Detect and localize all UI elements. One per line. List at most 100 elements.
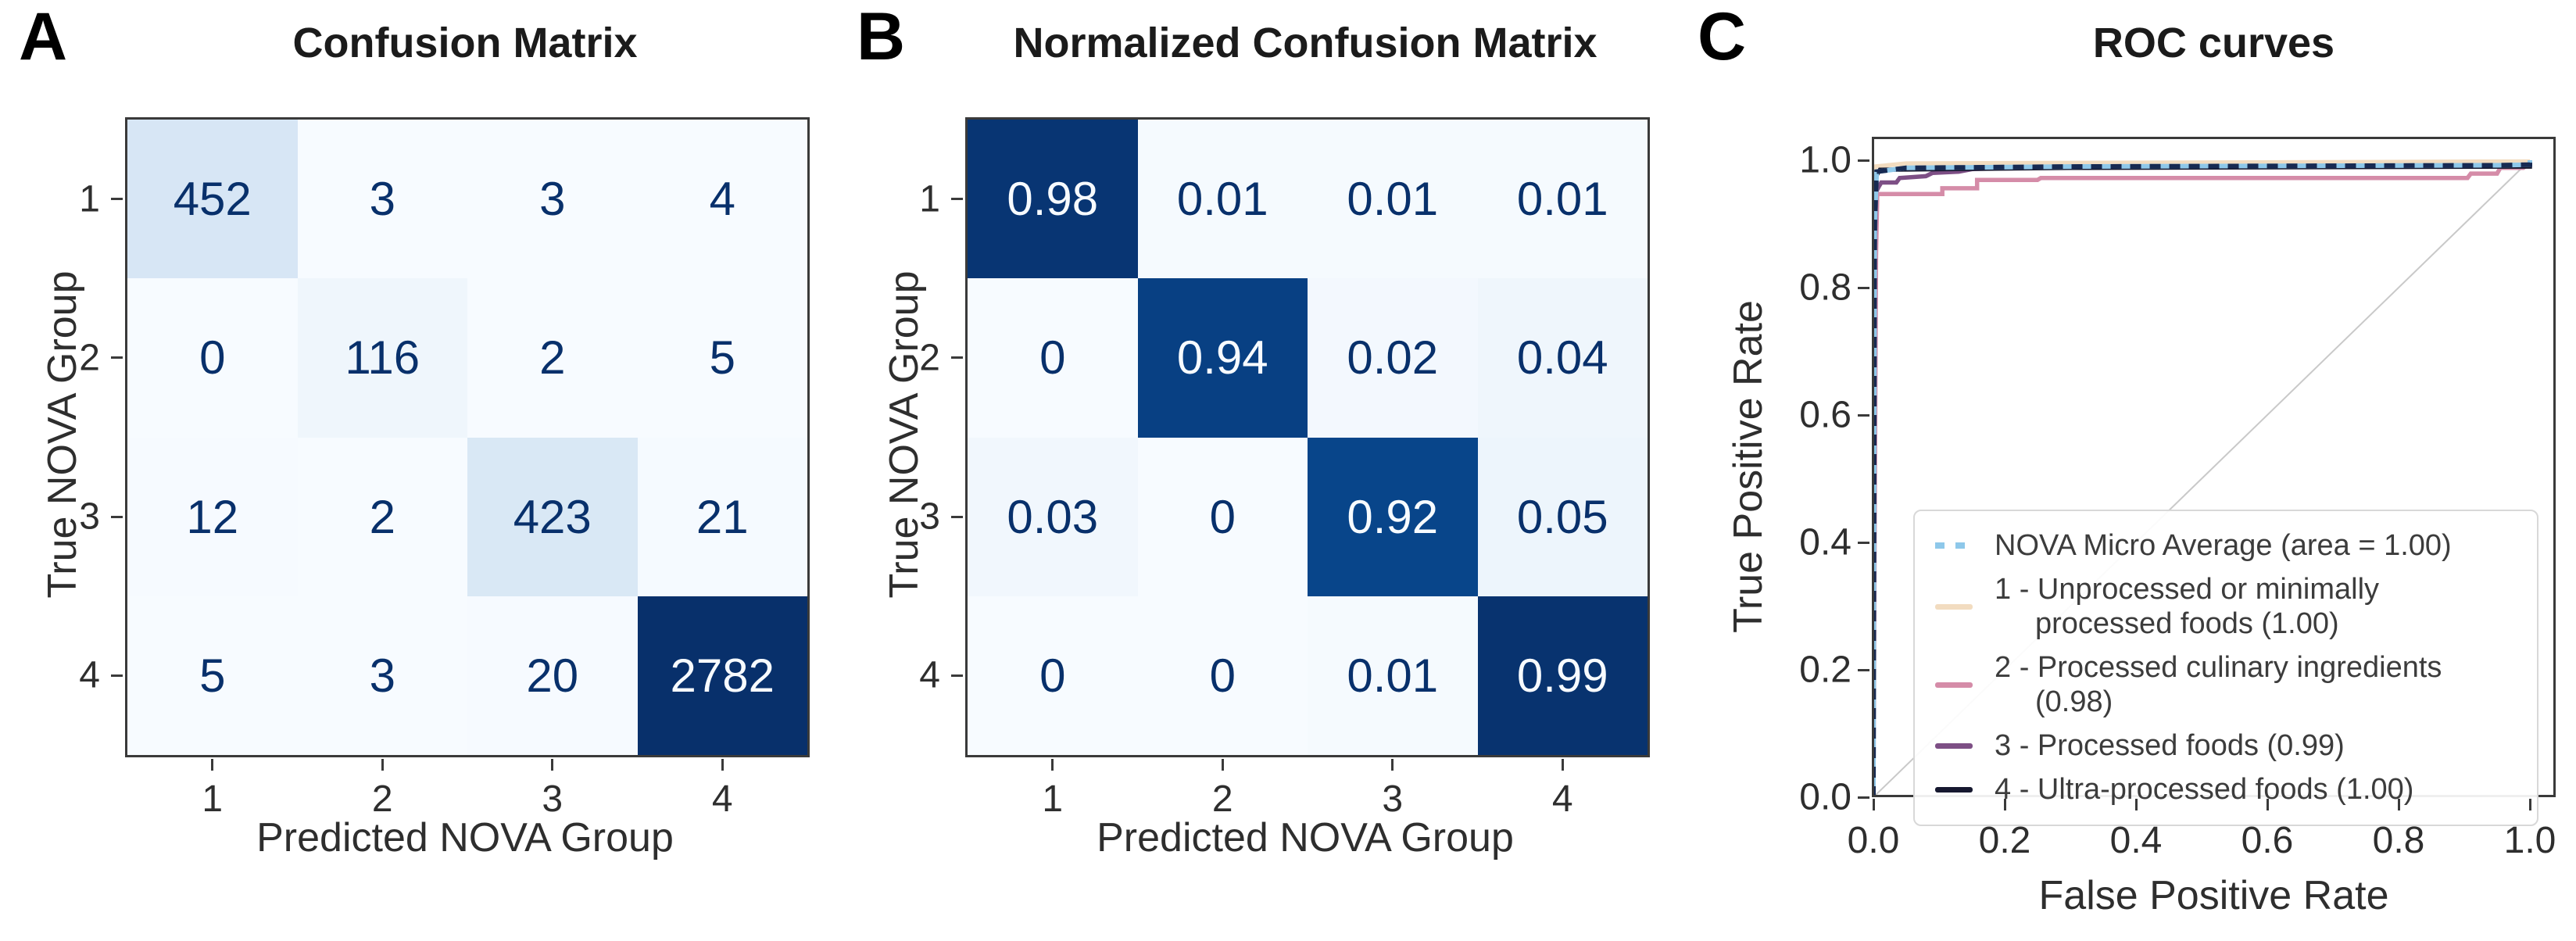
heatmap-cell-value: 116 bbox=[345, 331, 420, 385]
tick-mark bbox=[1051, 759, 1054, 771]
roc-y-tick-label: 0.0 bbox=[1799, 776, 1852, 818]
roc-y-tick-label: 0.4 bbox=[1799, 521, 1852, 564]
panel-c-xlabel: False Positive Rate bbox=[2038, 873, 2389, 918]
tick-mark bbox=[111, 515, 123, 518]
heatmap-cell: 423 bbox=[467, 437, 638, 596]
tick-mark bbox=[2134, 799, 2138, 810]
tick-mark bbox=[2528, 799, 2531, 810]
heatmap-cell: 0.02 bbox=[1308, 278, 1478, 438]
tick-mark bbox=[1858, 796, 1869, 799]
class-1-line-swatch bbox=[1935, 603, 1973, 610]
panel-b-xlabel: Predicted NOVA Group bbox=[1097, 815, 1514, 860]
confusion-matrix-heatmap: 452 3 3 4 0 116 2 5 12 2 423 21 5 3 20 2782 bbox=[125, 117, 810, 757]
x-tick-label: 2 bbox=[371, 778, 393, 820]
x-tick-label: 3 bbox=[542, 778, 564, 820]
heatmap-cell: 12 bbox=[127, 437, 298, 596]
y-tick-label: 1 bbox=[79, 178, 100, 220]
heatmap-cell: 2 bbox=[467, 278, 638, 438]
legend-item-class-3: 3 - Processed foods (0.99) bbox=[1935, 728, 2517, 763]
x-tick-label: 1 bbox=[202, 778, 224, 820]
heatmap-cell-value: 0.01 bbox=[1347, 649, 1439, 702]
heatmap-cell: 3 bbox=[297, 596, 467, 755]
heatmap-cell-value: 21 bbox=[696, 490, 749, 543]
heatmap-cell: 3 bbox=[467, 120, 638, 279]
y-tick-label: 2 bbox=[79, 337, 100, 379]
y-tick-label: 3 bbox=[79, 496, 100, 538]
x-tick-label: 2 bbox=[1211, 778, 1233, 820]
heatmap-cell: 4 bbox=[637, 120, 807, 279]
legend-item-class-2: 2 - Processed culinary ingredients (0.98… bbox=[1935, 650, 2517, 719]
x-tick-label: 4 bbox=[1551, 778, 1573, 820]
roc-plot bbox=[1872, 137, 2556, 797]
roc-y-tick-label: 0.2 bbox=[1799, 649, 1852, 691]
heatmap-cell-value: 0.92 bbox=[1347, 490, 1439, 543]
tick-mark bbox=[1858, 286, 1869, 289]
heatmap-cell: 0.01 bbox=[1137, 120, 1308, 279]
tick-mark bbox=[1858, 413, 1869, 417]
roc-y-tick-label: 0.6 bbox=[1799, 394, 1852, 436]
heatmap-cell: 0.04 bbox=[1477, 278, 1648, 438]
tick-mark bbox=[381, 759, 384, 771]
legend-item-class-4: 4 - Ultra-processed foods (1.00) bbox=[1935, 772, 2517, 807]
tick-mark bbox=[111, 198, 123, 201]
legend-label: 4 - Ultra-processed foods (1.00) bbox=[1995, 773, 2414, 807]
heatmap-cell-value: 0.98 bbox=[1007, 173, 1099, 226]
tick-mark bbox=[721, 759, 724, 771]
legend-item-class-1: 1 - Unprocessed or minimally processed f… bbox=[1935, 572, 2517, 641]
heatmap-cell-value: 0 bbox=[1039, 331, 1066, 385]
panel-a-letter: A bbox=[19, 0, 68, 74]
heatmap-cell: 5 bbox=[127, 596, 298, 755]
x-tick-label: 4 bbox=[711, 778, 733, 820]
y-tick-label: 4 bbox=[79, 654, 100, 696]
heatmap-cell-value: 3 bbox=[539, 173, 566, 226]
heatmap-cell: 21 bbox=[637, 437, 807, 596]
tick-mark bbox=[951, 198, 963, 201]
heatmap-cell-value: 0.01 bbox=[1516, 173, 1608, 226]
y-tick-label: 2 bbox=[919, 337, 940, 379]
roc-x-tick-label: 0.2 bbox=[1978, 820, 2031, 861]
heatmap-cell: 0.01 bbox=[1308, 120, 1478, 279]
tick-mark bbox=[2397, 799, 2400, 810]
heatmap-cell-value: 0.04 bbox=[1516, 331, 1608, 385]
heatmap-cell: 0.99 bbox=[1477, 596, 1648, 755]
heatmap-cell-value: 0.94 bbox=[1176, 331, 1268, 385]
y-tick-label: 1 bbox=[919, 178, 940, 220]
roc-x-tick-label: 0.0 bbox=[1847, 820, 1900, 861]
heatmap-cell-value: 12 bbox=[186, 490, 239, 543]
heatmap-cell: 0.01 bbox=[1308, 596, 1478, 755]
heatmap-cell-value: 2 bbox=[539, 331, 566, 385]
roc-legend: NOVA Micro Average (area = 1.00) 1 - Unp… bbox=[1913, 510, 2538, 826]
roc-x-tick-label: 0.6 bbox=[2241, 820, 2294, 861]
heatmap-cell: 3 bbox=[297, 120, 467, 279]
heatmap-cell: 20 bbox=[467, 596, 638, 755]
heatmap-cell-value: 2 bbox=[369, 490, 395, 543]
panel-b-title: Normalized Confusion Matrix bbox=[1013, 20, 1597, 66]
x-tick-label: 1 bbox=[1042, 778, 1064, 820]
micro-average-line-swatch bbox=[1935, 542, 1973, 549]
heatmap-cell-value: 452 bbox=[173, 173, 252, 226]
heatmap-cell-value: 0.05 bbox=[1516, 490, 1608, 543]
class-2-line-swatch bbox=[1935, 682, 1973, 688]
heatmap-cell: 5 bbox=[637, 278, 807, 438]
tick-mark bbox=[951, 515, 963, 518]
heatmap-cell-value: 423 bbox=[513, 490, 592, 543]
heatmap-cell-value: 0 bbox=[1209, 490, 1236, 543]
heatmap-cell-value: 0.02 bbox=[1347, 331, 1439, 385]
panel-c-title: ROC curves bbox=[2092, 20, 2335, 66]
panel-c-ylabel: True Positive Rate bbox=[1726, 300, 1771, 633]
heatmap-cell-value: 0.01 bbox=[1176, 173, 1268, 226]
heatmap-cell: 0 bbox=[968, 278, 1138, 438]
y-tick-label: 3 bbox=[919, 496, 940, 538]
heatmap-cell: 116 bbox=[297, 278, 467, 438]
class-4-line-swatch bbox=[1935, 787, 1973, 793]
heatmap-cell-value: 4 bbox=[709, 173, 735, 226]
heatmap-cell-value: 0.03 bbox=[1007, 490, 1099, 543]
heatmap-cell: 452 bbox=[127, 120, 298, 279]
legend-label: 3 - Processed foods (0.99) bbox=[1995, 729, 2345, 763]
tick-mark bbox=[1858, 668, 1869, 671]
heatmap-cell-value: 20 bbox=[526, 649, 579, 702]
heatmap-cell-value: 0 bbox=[1039, 649, 1066, 702]
heatmap-cell-value: 5 bbox=[199, 649, 226, 702]
roc-curve bbox=[1874, 160, 2532, 795]
